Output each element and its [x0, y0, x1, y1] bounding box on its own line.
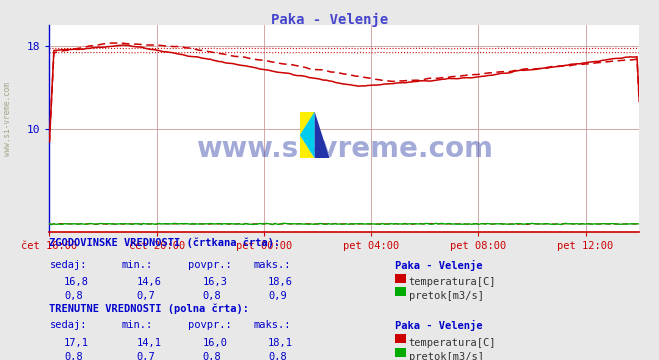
Text: min.:: min.: [122, 260, 153, 270]
Polygon shape [300, 135, 315, 158]
Text: Paka - Velenje: Paka - Velenje [271, 13, 388, 27]
Text: www.si-vreme.com: www.si-vreme.com [196, 135, 493, 163]
Text: 0,8: 0,8 [268, 352, 287, 360]
Text: 0,8: 0,8 [64, 291, 82, 301]
Text: maks.:: maks.: [254, 320, 291, 330]
Text: Paka - Velenje: Paka - Velenje [395, 260, 483, 271]
Text: ZGODOVINSKE VREDNOSTI (črtkana črta):: ZGODOVINSKE VREDNOSTI (črtkana črta): [49, 238, 281, 248]
Text: 0,8: 0,8 [202, 291, 221, 301]
Text: 16,3: 16,3 [202, 277, 227, 287]
Text: min.:: min.: [122, 320, 153, 330]
Text: 16,0: 16,0 [202, 338, 227, 348]
Text: TRENUTNE VREDNOSTI (polna črta):: TRENUTNE VREDNOSTI (polna črta): [49, 303, 249, 314]
Text: maks.:: maks.: [254, 260, 291, 270]
Text: pretok[m3/s]: pretok[m3/s] [409, 291, 484, 301]
Text: povpr.:: povpr.: [188, 320, 231, 330]
Text: 16,8: 16,8 [64, 277, 89, 287]
Text: 0,9: 0,9 [268, 291, 287, 301]
Polygon shape [315, 112, 330, 158]
Text: 0,8: 0,8 [64, 352, 82, 360]
Text: 18,6: 18,6 [268, 277, 293, 287]
Text: Paka - Velenje: Paka - Velenje [395, 320, 483, 332]
Text: 17,1: 17,1 [64, 338, 89, 348]
Text: sedaj:: sedaj: [49, 320, 87, 330]
Text: 0,7: 0,7 [136, 291, 155, 301]
Text: www.si-vreme.com: www.si-vreme.com [3, 82, 13, 156]
Text: 0,7: 0,7 [136, 352, 155, 360]
Text: pretok[m3/s]: pretok[m3/s] [409, 352, 484, 360]
Text: 18,1: 18,1 [268, 338, 293, 348]
Text: temperatura[C]: temperatura[C] [409, 277, 496, 287]
Text: temperatura[C]: temperatura[C] [409, 338, 496, 348]
Polygon shape [300, 112, 315, 135]
Text: 14,1: 14,1 [136, 338, 161, 348]
Text: 14,6: 14,6 [136, 277, 161, 287]
Text: 0,8: 0,8 [202, 352, 221, 360]
Text: povpr.:: povpr.: [188, 260, 231, 270]
Polygon shape [300, 112, 315, 158]
Text: sedaj:: sedaj: [49, 260, 87, 270]
